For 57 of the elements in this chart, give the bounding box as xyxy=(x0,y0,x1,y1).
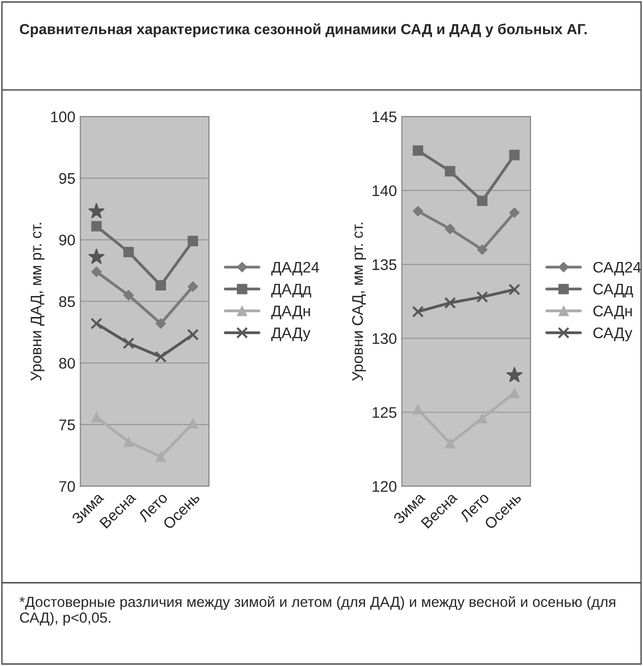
point xyxy=(412,404,424,415)
point xyxy=(91,412,102,422)
legend-label: ДАДу xyxy=(271,328,310,342)
legend-label: ДАД24 xyxy=(271,262,320,276)
point xyxy=(90,318,102,330)
y-tick-label: 95 xyxy=(59,173,75,184)
point xyxy=(123,290,134,300)
y-axis-title: Уровни ДАД, мм рт. ст. xyxy=(30,222,44,381)
point xyxy=(508,284,520,296)
y-tick-label: 90 xyxy=(59,234,75,246)
point xyxy=(156,451,166,462)
y-tick-label: 75 xyxy=(59,420,75,430)
y-tick-label: 130 xyxy=(372,333,396,344)
y-tick-label: 70 xyxy=(59,481,75,492)
point xyxy=(476,244,488,255)
text: Сравнительная характеристика сезонной динамики САД и ДАД у больных АГ. xyxy=(20,23,587,38)
point xyxy=(509,150,520,160)
point xyxy=(188,281,198,292)
point xyxy=(412,306,424,318)
y-tick-label: 85 xyxy=(59,296,75,308)
point xyxy=(509,388,520,398)
point xyxy=(186,328,199,341)
point xyxy=(123,246,134,258)
legend-label: ДАДд xyxy=(271,284,312,298)
point xyxy=(91,266,102,278)
point xyxy=(444,166,456,176)
point xyxy=(477,412,488,424)
y-tick-label: 80 xyxy=(59,358,75,369)
legend-label: САДн xyxy=(593,306,632,320)
point xyxy=(123,436,134,448)
y-tick-label: 140 xyxy=(372,185,396,196)
point xyxy=(91,220,102,232)
point xyxy=(412,145,424,156)
point xyxy=(477,196,488,206)
point xyxy=(154,350,167,363)
point xyxy=(88,203,104,218)
point xyxy=(444,296,456,309)
point xyxy=(188,236,198,246)
point xyxy=(412,206,424,216)
point xyxy=(476,291,488,303)
point xyxy=(155,318,166,329)
legend-label: САДу xyxy=(593,327,632,342)
text: *Достоверные различия между зимой и летом (для ДАД) и между весной и осенью (для САД), p<0,05. xyxy=(20,596,616,626)
legend-label: САДд xyxy=(593,284,634,298)
point xyxy=(444,224,456,234)
y-axis-title: Уровни САД, мм рт. ст. xyxy=(352,222,366,381)
point xyxy=(156,280,166,291)
point xyxy=(444,438,456,449)
y-tick-label: 125 xyxy=(372,407,396,418)
legend-label: ДАДн xyxy=(271,306,310,320)
y-tick-label: 145 xyxy=(372,112,396,122)
legend-label: САД24 xyxy=(593,262,641,276)
point xyxy=(509,207,520,218)
point xyxy=(122,337,135,350)
y-tick-label: 135 xyxy=(372,259,396,270)
y-tick-label: 120 xyxy=(372,481,396,492)
y-tick-label: 100 xyxy=(51,111,75,122)
